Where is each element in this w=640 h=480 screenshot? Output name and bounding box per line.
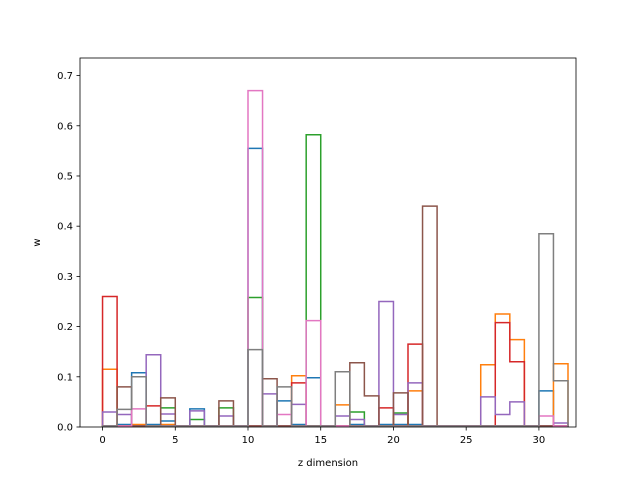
y-tick-label: 0.6 (57, 121, 73, 132)
series-7-step-line (101, 232, 569, 427)
y-tick-label: 0.3 (57, 272, 73, 283)
y-axis: 0.0 0.1 0.2 0.3 0.4 0.5 0.6 0.7 (57, 71, 80, 434)
y-tick-label: 0.2 (57, 322, 73, 333)
x-axis: 0 5 10 15 20 25 30 (99, 427, 545, 446)
x-tick-label: 20 (387, 435, 400, 446)
x-tick-label: 0 (99, 435, 105, 446)
y-tick-label: 0.7 (57, 71, 73, 82)
y-tick-label: 0.1 (57, 372, 73, 383)
y-tick-label: 0.4 (57, 222, 73, 233)
x-tick-label: 30 (533, 435, 546, 446)
y-tick-label: 0.5 (57, 171, 73, 182)
x-tick-label: 25 (460, 435, 473, 446)
x-axis-label: z dimension (298, 458, 358, 469)
series-layer (101, 89, 569, 427)
x-tick-label: 15 (314, 435, 327, 446)
x-tick-label: 5 (172, 435, 178, 446)
plot-frame (79, 57, 577, 428)
y-axis-label: w (32, 238, 43, 246)
y-tick-label: 0.0 (57, 423, 73, 434)
x-tick-label: 10 (242, 435, 255, 446)
